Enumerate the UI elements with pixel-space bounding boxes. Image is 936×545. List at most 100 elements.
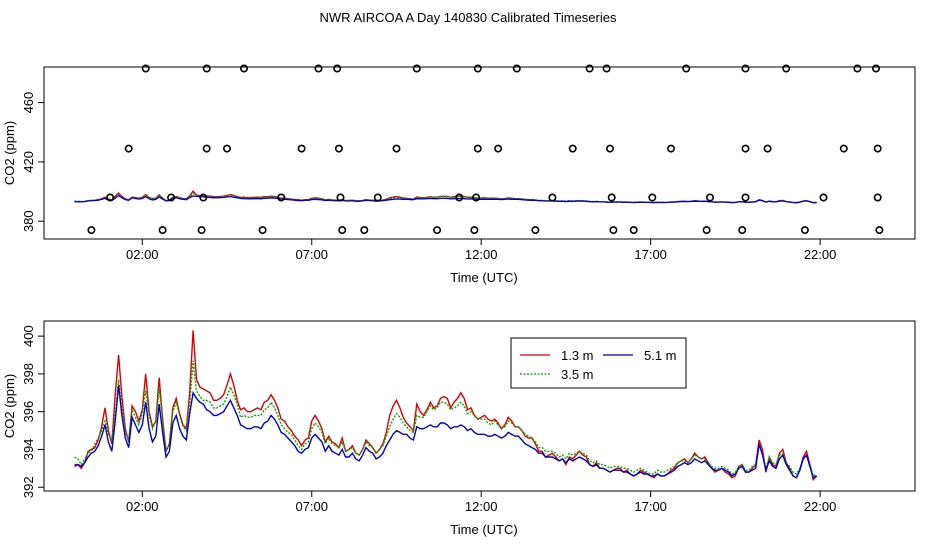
top-y-axis: 380 420 460 bbox=[21, 92, 44, 232]
calibration-point bbox=[782, 64, 791, 73]
calibration-point bbox=[334, 144, 343, 153]
calibration-point bbox=[741, 193, 750, 202]
calibration-point bbox=[455, 193, 464, 202]
top-x-tick-label: 02:00 bbox=[126, 247, 159, 262]
legend-box bbox=[510, 337, 687, 389]
bottom-y-tick-label: 396 bbox=[21, 401, 36, 423]
calibration-point bbox=[202, 64, 211, 73]
top-x-tick-label: 22:00 bbox=[804, 247, 837, 262]
calibration-point bbox=[412, 64, 421, 73]
calibration-point bbox=[297, 144, 306, 153]
calibration-point bbox=[512, 64, 521, 73]
calibration-point bbox=[223, 144, 232, 153]
bottom-x-tick-label: 17:00 bbox=[634, 499, 667, 514]
calibration-point bbox=[853, 64, 862, 73]
calibration-point bbox=[871, 64, 880, 73]
calibration-point bbox=[819, 193, 828, 202]
series-line-1-3-m bbox=[74, 330, 818, 482]
legend: 1.3 m 3.5 m 5.1 m bbox=[510, 337, 687, 389]
top-panel: 02:00 07:00 12:00 17:00 22:00 380 420 460 Time… bbox=[2, 64, 916, 285]
bottom-y-label: CO2 (ppm) bbox=[2, 374, 17, 438]
calibration-point bbox=[494, 144, 503, 153]
top-calibration-points bbox=[87, 64, 884, 235]
top-series-line-5-1-m bbox=[74, 194, 817, 204]
calibration-point bbox=[373, 193, 382, 202]
top-x-axis: 02:00 07:00 12:00 17:00 22:00 bbox=[126, 239, 836, 262]
calibration-point bbox=[473, 64, 482, 73]
calibration-point bbox=[197, 226, 206, 235]
calibration-point bbox=[433, 226, 442, 235]
calibration-point bbox=[873, 144, 882, 153]
calibration-point bbox=[240, 64, 249, 73]
calibration-point bbox=[800, 226, 809, 235]
calibration-point bbox=[87, 226, 96, 235]
calibration-point bbox=[141, 64, 150, 73]
bottom-panel: 02:00 07:00 12:00 17:00 22:00 392 394 396 398 40… bbox=[2, 320, 916, 537]
legend-label-1-3m: 1.3 m bbox=[561, 348, 594, 363]
top-x-tick-label: 12:00 bbox=[465, 247, 498, 262]
calibration-point bbox=[199, 193, 208, 202]
legend-label-5-1m: 5.1 m bbox=[644, 348, 677, 363]
bottom-plot-frame bbox=[43, 320, 916, 492]
calibration-point bbox=[333, 64, 342, 73]
top-y-tick-label: 420 bbox=[21, 151, 36, 173]
calibration-point bbox=[472, 193, 481, 202]
calibration-point bbox=[873, 193, 882, 202]
top-y-label: CO2 (ppm) bbox=[2, 121, 17, 185]
calibration-point bbox=[648, 193, 657, 202]
top-series-line-3-5-m bbox=[74, 192, 817, 204]
calibration-point bbox=[167, 193, 176, 202]
bottom-y-tick-label: 394 bbox=[21, 439, 36, 461]
bottom-x-axis: 02:00 07:00 12:00 17:00 22:00 bbox=[126, 491, 836, 514]
calibration-point bbox=[336, 193, 345, 202]
calibration-point bbox=[360, 226, 369, 235]
calibration-point bbox=[470, 226, 479, 235]
calibration-point bbox=[124, 144, 133, 153]
bottom-x-tick-label: 22:00 bbox=[804, 499, 837, 514]
calibration-point bbox=[609, 226, 618, 235]
calibration-point bbox=[473, 144, 482, 153]
calibration-point bbox=[702, 226, 711, 235]
calibration-point bbox=[741, 64, 750, 73]
bottom-y-tick-label: 398 bbox=[21, 363, 36, 385]
bottom-x-tick-label: 02:00 bbox=[126, 499, 159, 514]
calibration-point bbox=[682, 64, 691, 73]
calibration-point bbox=[602, 64, 611, 73]
top-x-tick-label: 07:00 bbox=[295, 247, 328, 262]
calibration-point bbox=[741, 144, 750, 153]
bottom-x-tick-label: 12:00 bbox=[465, 499, 498, 514]
calibration-point bbox=[392, 144, 401, 153]
series-line-3-5-m bbox=[74, 360, 818, 477]
series-line-5-1-m bbox=[74, 385, 818, 479]
calibration-point bbox=[705, 193, 714, 202]
calibration-point bbox=[258, 226, 267, 235]
top-x-tick-label: 17:00 bbox=[634, 247, 667, 262]
legend-label-3-5m: 3.5 m bbox=[561, 367, 594, 382]
bottom-y-axis: 392 394 396 398 400 bbox=[21, 325, 44, 498]
calibration-point bbox=[605, 144, 614, 153]
calibration-point bbox=[875, 226, 884, 235]
bottom-x-label: Time (UTC) bbox=[450, 522, 517, 537]
calibration-point bbox=[338, 226, 347, 235]
top-y-tick-label: 460 bbox=[21, 92, 36, 114]
calibration-point bbox=[763, 144, 772, 153]
top-plot-frame bbox=[43, 66, 916, 240]
calibration-point bbox=[202, 144, 211, 153]
bottom-series-lines bbox=[74, 330, 818, 482]
calibration-point bbox=[531, 226, 540, 235]
top-x-label: Time (UTC) bbox=[450, 270, 517, 285]
calibration-point bbox=[629, 226, 638, 235]
calibration-point bbox=[106, 193, 115, 202]
calibration-point bbox=[607, 193, 616, 202]
calibration-point bbox=[568, 144, 577, 153]
top-series-lines bbox=[74, 190, 817, 204]
calibration-point bbox=[158, 226, 167, 235]
bottom-x-tick-label: 07:00 bbox=[295, 499, 328, 514]
chart-title: NWR AIRCOA A Day 140830 Calibrated Times… bbox=[320, 10, 617, 25]
calibration-point bbox=[277, 193, 286, 202]
calibration-point bbox=[548, 193, 557, 202]
bottom-y-tick-label: 400 bbox=[21, 325, 36, 347]
bottom-y-tick-label: 392 bbox=[21, 476, 36, 498]
top-y-tick-label: 380 bbox=[21, 210, 36, 232]
